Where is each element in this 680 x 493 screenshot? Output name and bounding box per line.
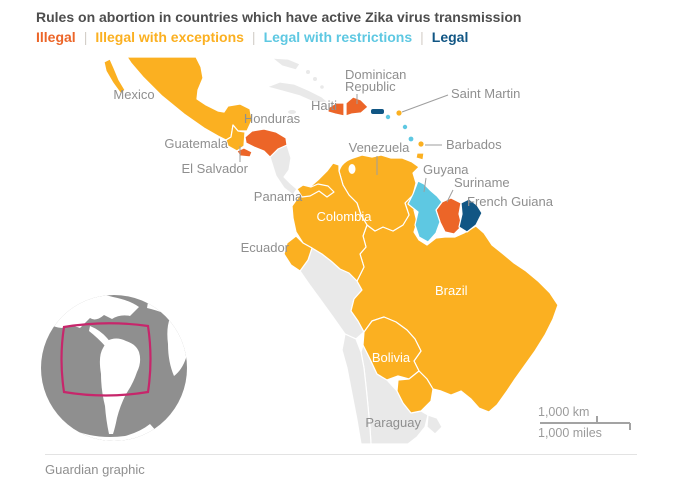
puerto-rico-dash xyxy=(371,109,384,114)
country-bolivia xyxy=(362,316,422,381)
island-dot xyxy=(385,114,391,120)
label-guatemala: Guatemala xyxy=(164,136,228,151)
leader-lines xyxy=(239,94,454,203)
island-dot xyxy=(402,124,408,130)
legend: Illegal | Illegal with exceptions | Lega… xyxy=(36,29,468,45)
island-dot xyxy=(408,136,414,142)
bahamas-island xyxy=(306,70,310,74)
legend-separator: | xyxy=(83,29,88,45)
lake-maracaibo xyxy=(348,164,356,174)
label-dominican-line1: Dominican xyxy=(345,67,406,82)
legend-separator: | xyxy=(420,29,424,45)
legend-separator: | xyxy=(251,29,256,45)
label-panama: Panama xyxy=(254,189,303,204)
globe-inset xyxy=(41,295,187,441)
legal-and-restricted-countries xyxy=(371,109,483,243)
label-paraguay: Paraguay xyxy=(365,415,421,430)
country-venezuela xyxy=(338,154,420,232)
country-cuba xyxy=(266,81,329,104)
label-el-salvador: El Salvador xyxy=(182,161,249,176)
barbados-dot xyxy=(418,141,424,147)
legend-item-illegal: Illegal xyxy=(36,29,76,45)
label-bolivia: Bolivia xyxy=(372,350,411,365)
leader-suriname xyxy=(446,189,454,203)
scale-miles-label: 1,000 miles xyxy=(538,426,602,440)
label-dominican-line2: Republic xyxy=(345,79,396,94)
legend-item-legal: Legal xyxy=(431,29,469,45)
credit: Guardian graphic xyxy=(45,462,145,477)
label-saint-martin: Saint Martin xyxy=(451,86,520,101)
illegal-countries xyxy=(236,96,463,235)
saint-martin-dot xyxy=(396,110,402,116)
label-french-guiana: French Guiana xyxy=(467,194,554,209)
label-colombia: Colombia xyxy=(317,209,373,224)
country-honduras xyxy=(244,128,288,158)
label-suriname: Suriname xyxy=(454,175,510,190)
scale-bar: 1,000 km 1,000 miles xyxy=(538,405,631,440)
country-jamaica xyxy=(288,110,296,114)
scale-km-label: 1,000 km xyxy=(538,405,589,419)
legend-item-illegal-exceptions: Illegal with exceptions xyxy=(95,29,244,45)
neutral-countries xyxy=(266,57,443,445)
island-dots xyxy=(385,110,424,147)
footer-divider xyxy=(45,454,637,455)
illegal-with-exceptions-countries xyxy=(103,56,559,414)
map-labels: Mexico Guatemala El Salvador Honduras Pa… xyxy=(113,67,553,430)
country-guyana xyxy=(407,180,443,243)
country-mexico-baja xyxy=(103,58,126,95)
country-uruguay xyxy=(426,414,443,435)
label-ecuador: Ecuador xyxy=(241,240,290,255)
globe-south-america xyxy=(99,338,141,434)
label-brazil: Brazil xyxy=(435,283,468,298)
leader-saint-martin xyxy=(401,94,449,113)
label-venezuela: Venezuela xyxy=(349,140,410,155)
country-trinidad xyxy=(415,152,425,161)
country-mexico xyxy=(126,56,253,141)
legend-item-legal-restrictions: Legal with restrictions xyxy=(263,29,413,45)
country-french-guiana xyxy=(458,198,483,233)
bahamas-island xyxy=(320,85,324,89)
label-barbados: Barbados xyxy=(446,137,502,152)
country-haiti xyxy=(327,102,345,117)
label-haiti: Haiti xyxy=(311,98,337,113)
country-chile xyxy=(341,333,372,445)
label-guyana: Guyana xyxy=(423,162,469,177)
country-panama xyxy=(296,183,335,198)
label-mexico: Mexico xyxy=(113,87,154,102)
country-dominican-republic xyxy=(345,96,369,117)
globe-highlight-frame xyxy=(60,322,152,397)
leader-guyana xyxy=(423,177,427,193)
country-guatemala xyxy=(225,124,246,152)
globe-central-america xyxy=(89,326,112,347)
country-ecuador xyxy=(283,235,313,272)
page-title: Rules on abortion in countries which hav… xyxy=(36,9,522,25)
label-honduras: Honduras xyxy=(244,111,301,126)
bahamas-island xyxy=(313,77,317,81)
country-paraguay xyxy=(396,370,434,414)
country-florida xyxy=(271,57,301,71)
